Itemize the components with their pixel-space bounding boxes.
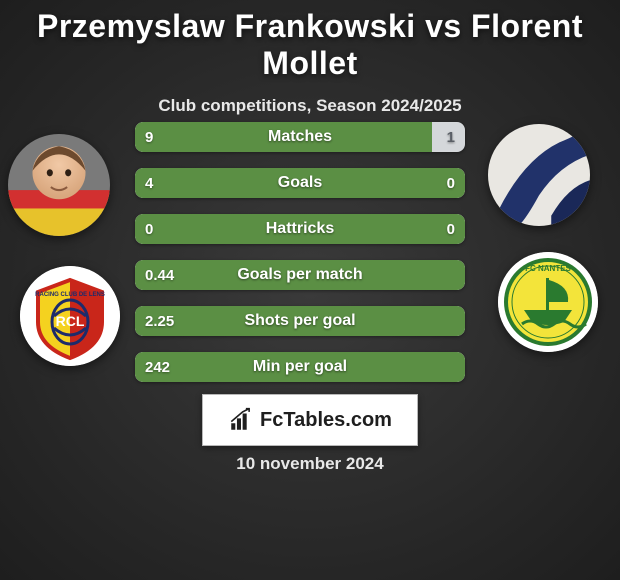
stat-value-p2: 0 [447,168,455,198]
stats-bars: 9Matches14Goals00Hattricks00.44Goals per… [135,122,465,398]
watermark[interactable]: FcTables.com [202,394,418,446]
stat-label: Min per goal [135,352,465,382]
stat-label: Hattricks [135,214,465,244]
stat-value-p2: 1 [447,122,455,152]
lens-crest-icon: RACING CLUB DE LENS RCL [20,266,120,366]
player2-avatar [488,124,590,226]
stat-label: Goals [135,168,465,198]
stat-row: 2.25Shots per goal [135,306,465,336]
stat-row: 4Goals0 [135,168,465,198]
svg-text:FC NANTES: FC NANTES [525,264,571,273]
player2-club-crest: FC NANTES [498,252,598,352]
stat-row: 242Min per goal [135,352,465,382]
stat-row: 0Hattricks0 [135,214,465,244]
fctables-logo-icon [228,407,254,433]
stat-label: Goals per match [135,260,465,290]
svg-text:RCL: RCL [56,313,85,329]
stat-row: 0.44Goals per match [135,260,465,290]
player1-avatar [8,134,110,236]
player2-avatar-image [488,124,590,226]
svg-text:RACING CLUB DE LENS: RACING CLUB DE LENS [35,292,105,298]
stat-label: Shots per goal [135,306,465,336]
player1-avatar-image [8,134,110,236]
page-title: Przemyslaw Frankowski vs Florent Mollet [0,0,620,82]
comparison-card: Przemyslaw Frankowski vs Florent Mollet … [0,0,620,580]
stat-row: 9Matches1 [135,122,465,152]
player1-club-crest: RACING CLUB DE LENS RCL [20,266,120,366]
comparison-date: 10 november 2024 [0,454,620,474]
watermark-text: FcTables.com [260,409,392,432]
stat-label: Matches [135,122,465,152]
stat-value-p2: 0 [447,214,455,244]
nantes-crest-icon: FC NANTES [498,252,598,352]
page-subtitle: Club competitions, Season 2024/2025 [0,96,620,116]
